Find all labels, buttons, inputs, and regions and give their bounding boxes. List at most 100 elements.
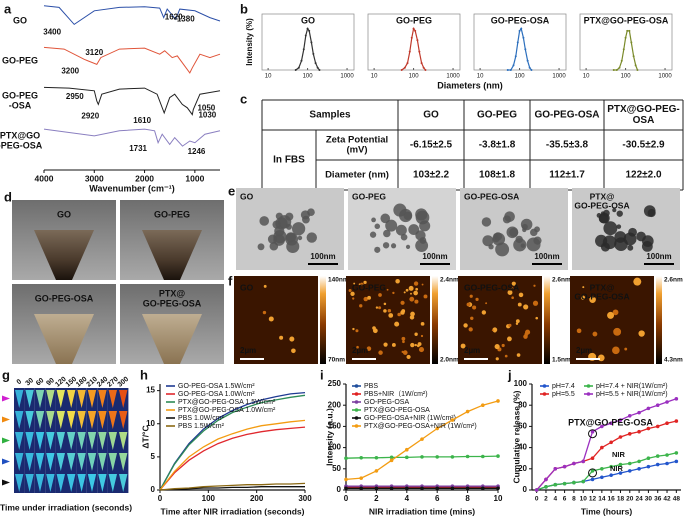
thermal-tube	[98, 474, 107, 492]
point	[674, 419, 679, 423]
point	[405, 455, 409, 460]
thermal-tube	[87, 411, 97, 429]
spectrum-line	[43, 46, 221, 74]
point	[646, 456, 651, 461]
x-tick-label: 42	[663, 496, 671, 503]
feature	[383, 309, 387, 313]
particle	[628, 227, 637, 237]
feature	[494, 344, 500, 350]
point	[306, 27, 309, 30]
table-cell: -6.15±2.5	[410, 140, 453, 151]
particle	[306, 232, 317, 243]
legend-label: PBS+NIR（1W/cm²)	[364, 390, 428, 398]
tem-label: GO-PEG-OSA	[574, 201, 629, 211]
feature	[612, 346, 620, 355]
y-tick-label: 200	[328, 400, 342, 409]
feature	[468, 327, 473, 332]
tube-label: GO-PEG-OSA	[35, 293, 94, 303]
particle	[614, 237, 628, 252]
particle	[374, 246, 381, 253]
legend-label: GO-PEG-OSA 1.0W/cm²	[178, 391, 255, 398]
thermal-tube	[35, 411, 45, 429]
point	[359, 486, 364, 491]
point	[526, 59, 529, 62]
afm-label: PTX@	[590, 282, 615, 292]
x-tick-label: 4	[405, 494, 410, 503]
point	[581, 479, 586, 484]
point	[590, 477, 595, 482]
point	[435, 426, 440, 431]
point	[450, 486, 455, 491]
feature	[378, 350, 383, 355]
x-axis-label: Diameters (nm)	[437, 80, 503, 90]
point	[408, 50, 411, 53]
feature	[402, 340, 405, 344]
feature	[633, 277, 642, 286]
feature	[413, 281, 419, 286]
feature	[423, 294, 428, 299]
point	[530, 69, 533, 71]
feature	[405, 288, 409, 292]
particle	[408, 224, 420, 236]
particle	[513, 238, 527, 252]
feature	[367, 295, 371, 300]
x-tick-label: 100	[621, 74, 632, 80]
x-tick-label: 100	[409, 74, 420, 80]
point	[518, 29, 521, 32]
point	[627, 461, 632, 466]
scale-label: 2µm	[240, 346, 256, 355]
y-tick-label: 100	[328, 443, 342, 452]
x-tick-label: 2000	[135, 173, 154, 183]
feature	[397, 312, 401, 317]
table-cell: 108±1.8	[479, 170, 516, 181]
x-tick-label: 48	[673, 496, 681, 503]
feature	[504, 354, 508, 358]
nir-marker	[588, 429, 598, 439]
series-line	[159, 391, 306, 491]
x-tick-label: 10	[265, 74, 272, 80]
point	[512, 64, 515, 67]
feature	[507, 336, 511, 339]
point	[420, 62, 423, 65]
particle	[380, 213, 391, 224]
colorbar-label: 70nm	[328, 357, 345, 364]
point	[628, 29, 631, 32]
x-tick-label: 1000	[340, 74, 354, 80]
feature	[495, 357, 499, 361]
particle	[533, 236, 542, 245]
spectrum-line	[43, 5, 221, 26]
table-header: GO	[423, 110, 439, 121]
feature	[607, 311, 615, 319]
x-tick-label: 18	[617, 496, 625, 503]
tem-label: PTX@	[590, 191, 615, 201]
thermal-tube	[108, 453, 117, 471]
legend-label: PTX@GO-PEG-OSA 1.0W/cm²	[178, 407, 276, 414]
x-tick-label: 6	[563, 496, 567, 503]
point	[424, 69, 427, 71]
point	[418, 50, 421, 53]
point	[622, 48, 625, 51]
point	[420, 455, 424, 459]
thermal-tube	[108, 390, 117, 408]
point	[481, 454, 485, 459]
panel-letter: d	[4, 189, 12, 204]
feature	[613, 327, 622, 336]
legend-marker	[586, 384, 591, 388]
feature	[533, 284, 536, 287]
feature	[581, 295, 586, 300]
thermal-tube	[25, 411, 34, 429]
particle	[600, 242, 610, 252]
x-axis-label: Time (hours)	[581, 506, 632, 516]
time-label: 300	[117, 376, 131, 389]
y-tick-label: 100	[514, 379, 528, 388]
particle	[415, 210, 430, 225]
feature	[532, 300, 539, 306]
table-cell: 112±1.7	[549, 170, 585, 181]
scale-label: 2µm	[352, 346, 368, 355]
point	[465, 486, 470, 491]
thermal-tube	[15, 411, 24, 429]
legend-marker	[586, 392, 591, 396]
feature	[359, 304, 363, 308]
point	[590, 429, 595, 434]
